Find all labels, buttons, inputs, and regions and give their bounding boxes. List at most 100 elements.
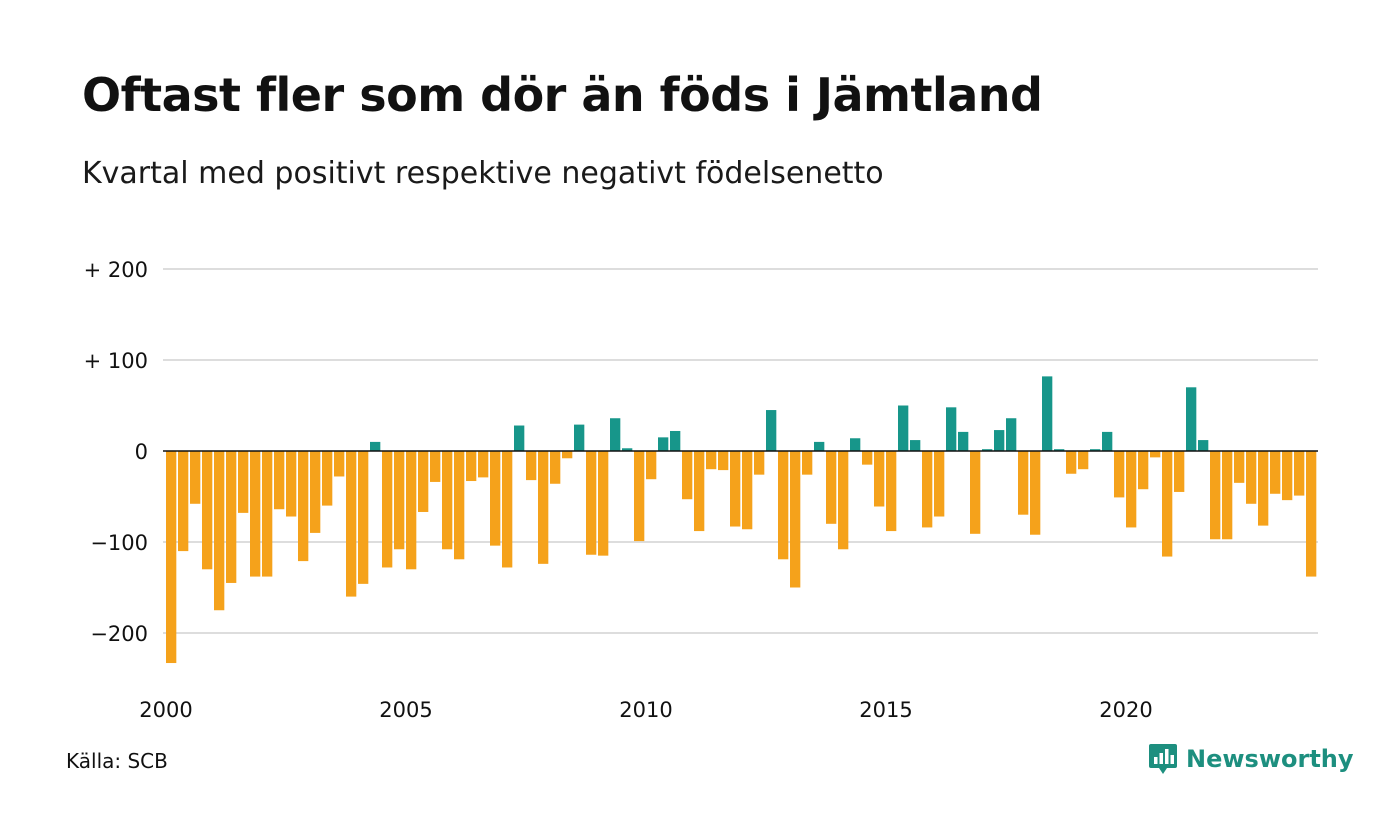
bar — [586, 451, 597, 555]
bar — [574, 424, 585, 451]
bar — [274, 451, 285, 510]
bar — [850, 438, 861, 451]
bar — [1078, 451, 1089, 470]
bar — [706, 451, 717, 470]
bar — [334, 451, 345, 477]
bar — [1114, 451, 1125, 498]
bar — [802, 451, 813, 475]
bar — [634, 451, 645, 542]
x-tick-label: 2005 — [379, 698, 432, 722]
bar — [970, 451, 981, 534]
chart-title: Oftast fler som dör än föds i Jämtland — [82, 68, 1043, 122]
bar — [382, 451, 393, 568]
bar — [466, 451, 477, 482]
bars — [166, 376, 1317, 664]
bar — [238, 451, 249, 513]
bar — [178, 451, 189, 552]
bar — [886, 451, 897, 532]
bar — [1018, 451, 1029, 515]
bar — [490, 451, 501, 546]
bar — [1222, 451, 1233, 540]
bar — [202, 451, 213, 570]
bar — [322, 451, 333, 506]
bar — [406, 451, 417, 570]
x-tick-label: 2000 — [139, 698, 192, 722]
bar — [610, 418, 621, 451]
brand-name: Newsworthy — [1186, 745, 1354, 773]
bar — [742, 451, 753, 530]
bar — [694, 451, 705, 532]
bar — [358, 451, 369, 584]
bar — [1162, 451, 1173, 557]
bar — [1090, 449, 1101, 451]
bar — [1054, 449, 1065, 451]
bar — [1006, 418, 1017, 451]
bar — [298, 451, 309, 562]
bar-chart-speech-bubble-icon — [1149, 744, 1177, 774]
axes: + 200 + 100 0 −100 −200 2000 2005 2010 2015 2020 — [84, 258, 1318, 722]
bar — [754, 451, 765, 475]
bar — [394, 451, 405, 550]
bar — [898, 405, 909, 451]
bar — [442, 451, 453, 550]
bar — [430, 451, 441, 482]
bar — [838, 451, 849, 550]
bar — [1174, 451, 1185, 492]
bar — [1198, 440, 1209, 451]
bar — [922, 451, 933, 528]
bar — [190, 451, 201, 504]
bar — [862, 451, 873, 465]
x-tick-label: 2015 — [859, 698, 912, 722]
y-tick-label: −200 — [90, 622, 148, 646]
bar — [982, 449, 993, 451]
bar — [1234, 451, 1245, 483]
bar — [286, 451, 297, 517]
bar — [670, 430, 681, 451]
bar — [874, 451, 885, 507]
bar — [646, 451, 657, 480]
bar — [1210, 451, 1221, 540]
bar — [1294, 451, 1305, 496]
bar — [1126, 451, 1137, 528]
source-note: Källa: SCB — [66, 749, 168, 773]
bar — [958, 431, 969, 451]
y-tick-label: + 100 — [84, 349, 148, 373]
bar — [478, 451, 489, 478]
bar — [262, 451, 273, 577]
bar — [1186, 387, 1197, 451]
bar — [1066, 451, 1077, 474]
bar — [766, 410, 777, 451]
grid-lines — [163, 268, 1318, 634]
chart-subtitle: Kvartal med positivt respektive negativt… — [82, 156, 884, 191]
bar — [346, 451, 357, 597]
bar — [526, 451, 537, 481]
bar — [418, 451, 429, 512]
bar — [1042, 376, 1053, 451]
bar — [226, 451, 237, 583]
bar — [214, 451, 225, 611]
brand-logo: Newsworthy — [1148, 742, 1354, 776]
bar — [910, 440, 921, 451]
bar — [1150, 451, 1161, 458]
bar — [514, 425, 525, 451]
bar — [778, 451, 789, 560]
bar — [502, 451, 513, 568]
bar — [538, 451, 549, 564]
bar — [718, 451, 729, 471]
bar — [550, 451, 561, 484]
bar — [1282, 451, 1293, 501]
bar — [814, 441, 825, 451]
bar — [934, 451, 945, 517]
bar — [622, 448, 633, 451]
bar — [946, 407, 957, 451]
bar — [562, 451, 573, 459]
x-tick-label: 2020 — [1099, 698, 1152, 722]
bar — [454, 451, 465, 560]
bar — [826, 451, 837, 524]
bar — [1246, 451, 1257, 504]
bar — [370, 441, 381, 451]
bar — [1306, 451, 1317, 577]
x-tick-label: 2010 — [619, 698, 672, 722]
bar — [994, 430, 1005, 451]
